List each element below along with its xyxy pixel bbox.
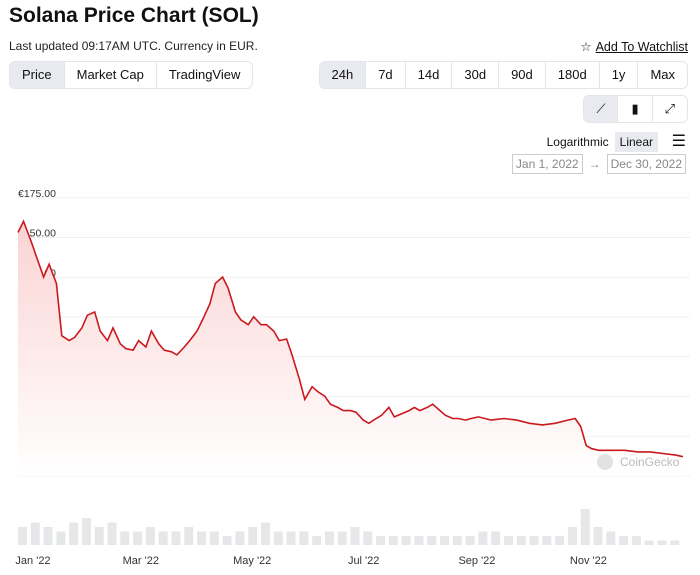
range-7d[interactable]: 7d — [365, 62, 405, 88]
x-tick-label: Jan '22 — [15, 555, 50, 567]
volume-bar — [529, 536, 539, 545]
volume-bar — [619, 536, 629, 545]
range-90d[interactable]: 90d — [498, 62, 545, 88]
line-chart-icon[interactable]: ⟋ — [584, 96, 618, 122]
coingecko-logo — [597, 454, 613, 470]
scale-toggle: Logarithmic Linear — [547, 132, 658, 152]
chart-tools: ⟋ ▮ ⤢ — [583, 95, 688, 123]
volume-bar — [133, 531, 143, 545]
volume-bar — [542, 536, 552, 545]
volume-bar — [120, 531, 130, 545]
volume-bar — [248, 527, 258, 545]
volume-bar — [145, 527, 155, 545]
volume-bar — [69, 522, 79, 545]
page-title: Solana Price Chart (SOL) — [9, 4, 259, 27]
volume-bar — [388, 536, 398, 545]
volume-bar — [670, 540, 680, 545]
volume-bar — [197, 531, 207, 545]
volume-bar — [414, 536, 424, 545]
volume-bar — [491, 531, 501, 545]
volume-bar — [657, 540, 667, 545]
volume-bar — [158, 531, 168, 545]
time-range-tabs: 24h 7d 14d 30d 90d 180d 1y Max — [318, 61, 688, 89]
volume-bar — [94, 527, 104, 545]
volume-bar — [209, 531, 219, 545]
candlestick-icon[interactable]: ▮ — [617, 96, 652, 122]
range-180d[interactable]: 180d — [544, 62, 599, 88]
volume-bar — [452, 536, 462, 545]
volume-bar — [235, 531, 245, 545]
tab-market-cap[interactable]: Market Cap — [63, 62, 156, 88]
hamburger-icon[interactable]: ☰ — [671, 133, 686, 150]
volume-bar — [312, 536, 322, 545]
volume-bar — [43, 527, 53, 545]
range-14d[interactable]: 14d — [404, 62, 452, 88]
volume-bar — [260, 522, 270, 545]
volume-bar — [56, 531, 66, 545]
volume-bar — [631, 536, 641, 545]
y-tick-label: €175.00 — [18, 188, 56, 200]
expand-icon[interactable]: ⤢ — [651, 96, 687, 122]
volume-bar — [376, 536, 386, 545]
volume-bar — [567, 527, 577, 545]
volume-bar — [606, 531, 616, 545]
volume-bar — [273, 531, 283, 545]
volume-bar — [503, 536, 513, 545]
volume-bar — [18, 527, 27, 545]
range-1y[interactable]: 1y — [598, 62, 638, 88]
volume-bar — [427, 536, 437, 545]
x-tick-label: Nov '22 — [570, 555, 607, 567]
volume-bar — [324, 531, 334, 545]
range-24h[interactable]: 24h — [319, 62, 366, 88]
chart-type-tabs: Price Market Cap TradingView — [9, 61, 254, 89]
watermark: CoinGecko — [620, 455, 680, 469]
date-range: Jan 1, 2022 → Dec 30, 2022 — [511, 154, 686, 174]
volume-bar — [363, 531, 373, 545]
logarithmic-button[interactable]: Logarithmic — [546, 135, 609, 149]
price-line — [17, 219, 684, 458]
x-tick-label: Jul '22 — [348, 555, 379, 567]
add-to-watchlist-link[interactable]: ☆ Add To Watchlist — [580, 39, 688, 55]
volume-bar — [593, 527, 603, 545]
last-updated: Last updated 09:17AM UTC. Currency in EU… — [9, 39, 258, 53]
volume-bar — [107, 522, 117, 545]
volume-bar — [440, 536, 450, 545]
price-area — [18, 221, 683, 476]
volume-bar — [478, 531, 488, 545]
tab-price[interactable]: Price — [10, 62, 64, 88]
volume-bar — [30, 522, 40, 545]
volume-bar — [555, 536, 565, 545]
volume-bar — [644, 540, 654, 545]
linear-button[interactable]: Linear — [614, 132, 658, 152]
price-chart[interactable]: €0.00€25.00€50.00€75.00€100.00€125.00€15… — [0, 180, 700, 575]
x-tick-label: Mar '22 — [123, 555, 159, 567]
date-from-input[interactable]: Jan 1, 2022 — [511, 154, 583, 174]
volume-bar — [222, 536, 232, 545]
volume-bar — [299, 531, 309, 545]
volume-bar — [516, 536, 526, 545]
star-icon: ☆ — [580, 40, 592, 54]
volume-bar — [171, 531, 181, 545]
watchlist-label: Add To Watchlist — [595, 39, 688, 54]
x-tick-label: May '22 — [233, 555, 271, 567]
volume-bar — [580, 509, 590, 545]
x-tick-label: Sep '22 — [458, 555, 495, 567]
arrow-icon: → — [588, 157, 601, 171]
volume-bar — [286, 531, 296, 545]
range-max[interactable]: Max — [637, 62, 687, 88]
volume-bar — [465, 536, 475, 545]
volume-bar — [184, 527, 194, 545]
volume-bar — [337, 531, 347, 545]
volume-bar — [81, 518, 91, 545]
range-30d[interactable]: 30d — [451, 62, 499, 88]
volume-bar — [401, 536, 411, 545]
date-to-input[interactable]: Dec 30, 2022 — [606, 154, 686, 174]
volume-bar — [350, 527, 360, 545]
tab-tradingview[interactable]: TradingView — [155, 62, 253, 88]
